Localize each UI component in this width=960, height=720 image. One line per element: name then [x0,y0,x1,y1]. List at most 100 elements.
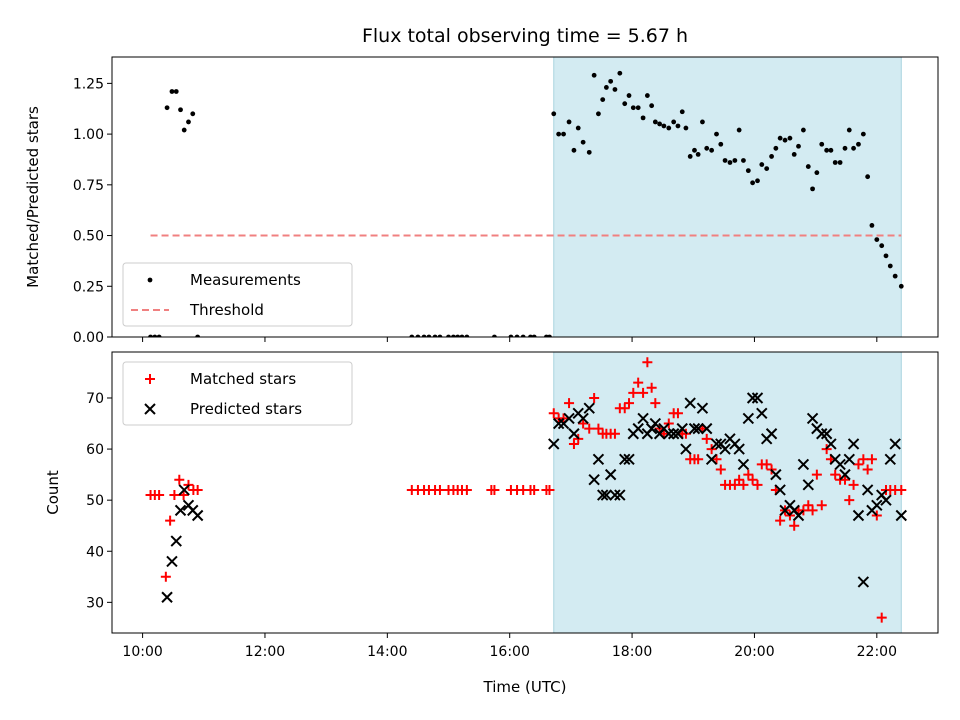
data-point [166,555,178,568]
data-point [750,180,756,186]
data-point [805,164,811,169]
y-tick-label: 60 [86,442,104,458]
data-point [675,123,681,129]
data-point [558,413,569,424]
data-point [745,168,751,174]
data-point [742,412,755,425]
legend-label: Measurements [190,271,301,289]
data-point [858,454,869,465]
series-measurements [148,70,904,337]
data-point [692,147,697,153]
data-point [148,334,153,337]
bottom-panel-counts: 30 40 50 60 70 10:00 12:00 14:00 16:00 18:00 20:00… [86,351,939,660]
data-point [853,459,864,470]
y-tick-label: 0.75 [73,178,104,194]
data-point [642,357,653,368]
data-point [701,422,713,435]
data-point [632,422,644,435]
data-point [747,474,758,485]
data-point [746,392,759,404]
data-point [876,612,887,623]
data-point [737,458,750,471]
data-point [705,453,718,465]
data-point [160,571,171,582]
legend-box [122,361,353,426]
data-point [810,186,815,192]
axes-frame [111,56,939,338]
data-point [719,443,731,455]
y-tick-label: 0.00 [73,330,104,346]
data-point [154,490,165,501]
data-point [614,489,626,501]
data-point [687,154,693,159]
data-point [715,464,726,475]
observing-window-band [553,56,902,338]
data-point [596,111,601,117]
data-point [612,87,618,92]
data-point [645,422,658,435]
data-point [830,469,841,480]
data-point [566,119,572,125]
axes-frame [111,351,939,634]
data-point [600,489,613,501]
data-point [775,515,786,526]
data-point [628,387,639,398]
y-tick-label: 50 [86,493,104,509]
data-point [842,145,848,151]
data-point [851,145,856,151]
data-point [584,423,595,434]
data-point [825,438,837,450]
data-point [564,398,575,409]
data-point [635,105,641,111]
data-point [710,438,723,450]
data-point [666,125,672,131]
data-point [638,387,649,398]
y-tick-label: 30 [86,595,104,611]
data-point [568,438,579,449]
data-point [832,160,838,165]
data-point [796,143,801,149]
data-point [181,127,187,133]
data-point [531,334,537,337]
data-point [650,398,661,409]
data-point [684,397,696,409]
data-point [161,591,173,603]
data-point [898,283,904,289]
data-point [657,121,663,127]
data-point [743,469,754,480]
legend-label: Predicted stars [190,400,302,418]
data-point [604,468,617,481]
data-point [704,145,710,151]
data-point [844,495,855,506]
data-point [884,453,896,465]
data-point [649,417,662,430]
data-point [736,127,742,133]
data-point [451,334,456,337]
data-point [718,141,724,147]
data-point [165,515,176,526]
top-panel-y-axis-label: Matched/Predicted stars [24,106,42,288]
data-point [733,443,745,455]
data-point [756,407,768,420]
x-tick-label: 20:00 [734,644,774,660]
data-point [644,93,650,98]
data-point [722,158,728,163]
y-tick-label: 1.00 [73,127,104,143]
data-point [847,438,860,450]
data-point [671,119,677,125]
data-point [824,147,830,153]
data-point [190,111,196,117]
data-point [652,119,658,125]
legend-box [122,262,353,327]
data-point [839,474,850,485]
data-point [839,468,851,481]
data-point [741,158,746,163]
data-point [889,438,901,450]
x-tick-label: 18:00 [612,644,652,660]
x-tick-label: 14:00 [367,644,407,660]
data-point [706,444,717,455]
data-point [871,499,883,511]
y-tick-label: 0.25 [73,279,104,295]
data-point [869,223,875,228]
data-point [663,428,675,440]
